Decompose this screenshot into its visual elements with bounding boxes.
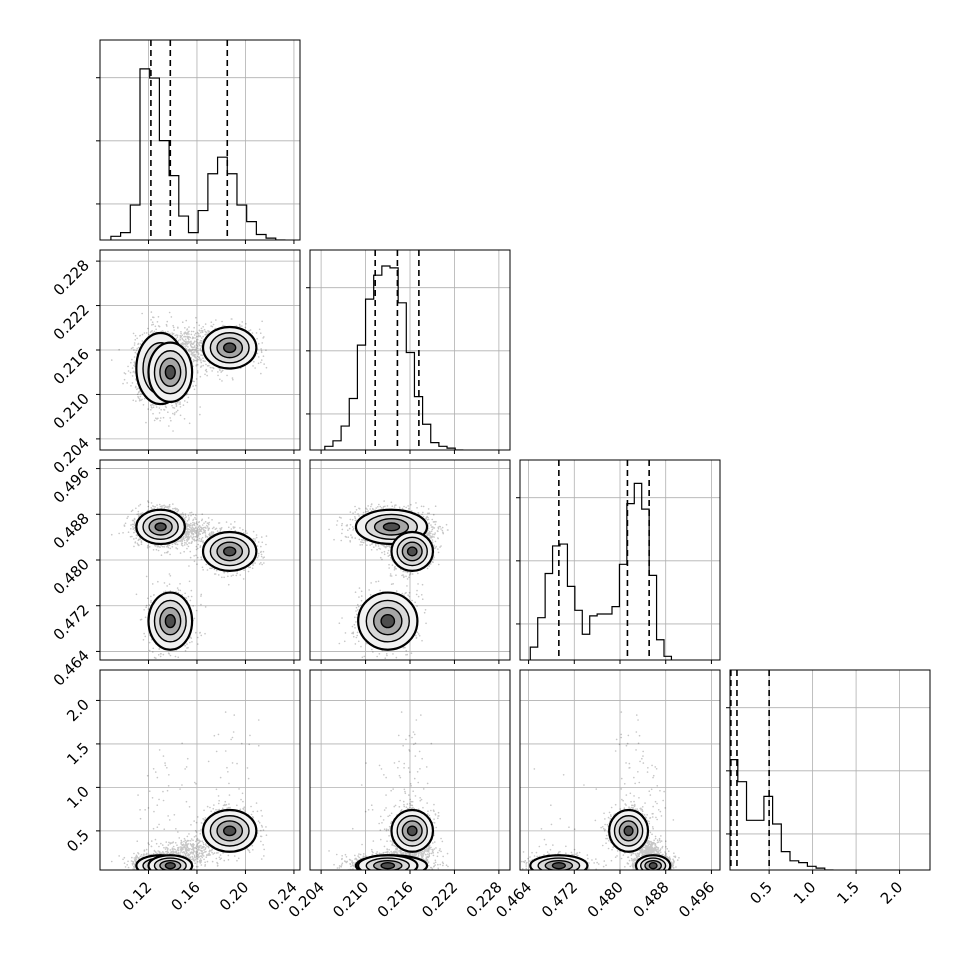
panel-frame bbox=[309, 249, 511, 451]
scatter-dots bbox=[520, 711, 680, 870]
x-tick-label: 0.210 bbox=[329, 878, 372, 921]
panel-3-1: 0.204 0.210 0.216 0.222 0.228 bbox=[285, 669, 511, 921]
panel-frame bbox=[309, 669, 511, 871]
y-tick-label: 0.488 bbox=[50, 509, 93, 552]
contour-0-3 bbox=[154, 522, 167, 532]
y-tick-label: 0.210 bbox=[50, 390, 93, 433]
density-contours bbox=[354, 508, 435, 651]
contour-1-3 bbox=[406, 825, 418, 837]
histogram-step bbox=[730, 759, 834, 870]
panel-frame bbox=[99, 669, 301, 871]
histogram-step bbox=[529, 482, 673, 660]
y-tick-label: 0.216 bbox=[50, 345, 93, 388]
panel-2-1 bbox=[309, 459, 511, 664]
contour-1-3 bbox=[623, 825, 634, 837]
panel-1-1 bbox=[306, 249, 511, 454]
panel-frame bbox=[99, 39, 301, 241]
x-tick-label: 1.0 bbox=[790, 878, 820, 908]
y-tick-label: 0.222 bbox=[50, 301, 93, 344]
panel-3-0: 0.51.01.52.00.12 0.16 0.20 0.24 bbox=[63, 669, 301, 914]
scatter-dots bbox=[328, 711, 449, 870]
contour-2-3 bbox=[551, 861, 566, 870]
y-tick-label: 2.0 bbox=[63, 696, 93, 726]
contour-1-3 bbox=[406, 546, 418, 557]
y-tick-label: 0.480 bbox=[50, 555, 93, 598]
x-tick-label: 0.222 bbox=[418, 878, 461, 921]
contour-1-3 bbox=[222, 546, 237, 557]
x-tick-label: 0.5 bbox=[746, 878, 776, 908]
y-tick-label: 0.464 bbox=[50, 647, 93, 690]
contour-1-3 bbox=[222, 825, 237, 837]
panel-0-0 bbox=[96, 39, 301, 244]
panel-2-2 bbox=[516, 459, 721, 664]
x-tick-label: 0.20 bbox=[216, 878, 252, 914]
contour-2-3 bbox=[164, 861, 176, 870]
panel-frame bbox=[519, 669, 721, 871]
contour-2-3 bbox=[164, 614, 176, 629]
panel-frame bbox=[309, 459, 511, 661]
density-contours bbox=[529, 808, 672, 870]
y-tick-label: 0.228 bbox=[50, 256, 93, 299]
scatter-points bbox=[520, 711, 680, 870]
panel-frame bbox=[99, 459, 301, 661]
x-tick-label: 0.216 bbox=[374, 878, 417, 921]
x-tick-label: 0.488 bbox=[629, 878, 672, 921]
x-tick-label: 0.480 bbox=[584, 878, 627, 921]
x-tick-label: 0.496 bbox=[675, 878, 718, 921]
density-contours bbox=[135, 325, 258, 406]
x-tick-label: 0.16 bbox=[167, 878, 203, 914]
panel-3-2: 0.464 0.472 0.480 0.488 0.496 bbox=[492, 669, 721, 921]
histogram-step bbox=[324, 265, 464, 450]
panel-frame bbox=[99, 249, 301, 451]
histogram-step bbox=[110, 68, 286, 240]
contour-2-3 bbox=[380, 614, 396, 629]
y-tick-label: 0.5 bbox=[63, 826, 93, 856]
contour-1-3 bbox=[222, 342, 237, 354]
density-contours bbox=[135, 508, 258, 651]
panel-frame bbox=[519, 459, 721, 661]
scatter-points bbox=[328, 711, 449, 870]
x-tick-label: 1.5 bbox=[833, 878, 863, 908]
x-tick-label: 0.12 bbox=[119, 878, 155, 914]
panel-frame bbox=[729, 669, 931, 871]
y-tick-label: 0.472 bbox=[50, 601, 93, 644]
density-contours bbox=[135, 808, 258, 870]
contour-0-3 bbox=[648, 861, 658, 870]
density-contours bbox=[354, 808, 435, 870]
contour-2-3 bbox=[164, 364, 176, 380]
contour-0-3 bbox=[382, 522, 401, 532]
y-tick-label: 1.5 bbox=[63, 739, 93, 769]
panel-3-3: 0.5 1.0 1.5 2.0 bbox=[726, 669, 931, 908]
x-tick-label: 2.0 bbox=[877, 878, 907, 908]
x-tick-label: 0.472 bbox=[538, 878, 581, 921]
y-tick-label: 1.0 bbox=[63, 782, 93, 812]
contour-2-3 bbox=[380, 861, 396, 870]
